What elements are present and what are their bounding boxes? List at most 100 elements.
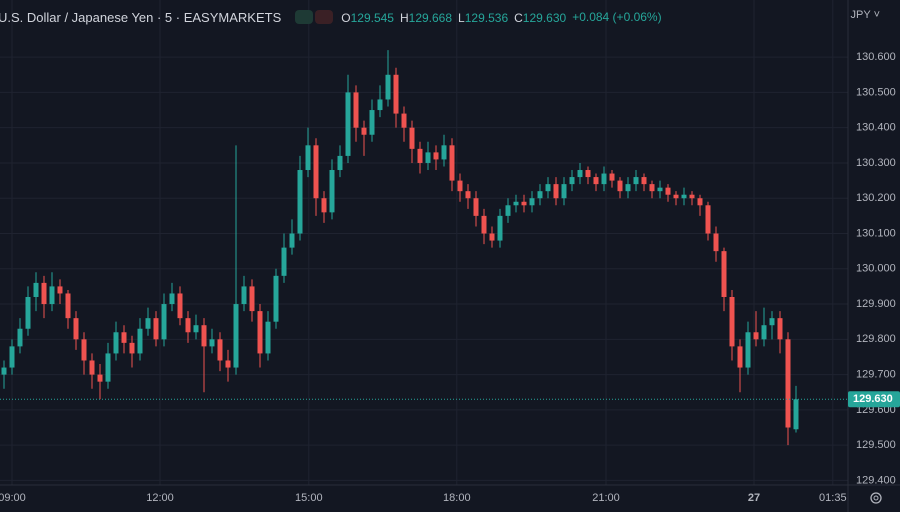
ohlc-item: L129.536 [458, 11, 508, 25]
candle-body [369, 110, 375, 135]
candle-body [585, 170, 591, 178]
ohlc-value: 129.630 [522, 10, 567, 25]
status-dot [295, 10, 314, 24]
candle-body [305, 145, 311, 171]
candle-body [129, 342, 135, 354]
candle-body [73, 318, 79, 340]
settings-icon[interactable] [870, 492, 882, 504]
status-pill[interactable] [295, 10, 334, 24]
x-tick-label: 12:00 [146, 492, 174, 504]
candle-body [633, 177, 639, 185]
candle-body [161, 304, 167, 340]
x-tick-label: 09:00 [0, 492, 26, 504]
candle-body [225, 360, 231, 368]
y-tick-label: 129.800 [856, 333, 896, 345]
candle-body [273, 275, 279, 322]
candle-body [201, 325, 207, 347]
candle-body [617, 180, 623, 192]
y-tick-label: 130.500 [856, 86, 896, 98]
ohlc-item: H129.668 [400, 11, 452, 25]
candle-body [601, 173, 607, 185]
candle-body [257, 311, 263, 354]
candle-body [537, 191, 543, 199]
candle-body [577, 170, 583, 178]
candle-body [105, 353, 111, 382]
candle-body [737, 346, 743, 368]
candle-body [729, 296, 735, 347]
candle-body [193, 325, 199, 333]
candle-body [713, 233, 719, 252]
candle-body [249, 286, 255, 312]
currency-menu[interactable]: JPY ˅ [850, 9, 880, 21]
candle-body [81, 339, 87, 361]
legend-header: U.S. Dollar / Japanese Yen · 5 · EASYMAR… [0, 7, 662, 27]
candle-body [33, 282, 39, 297]
candle-body [721, 251, 727, 297]
candle-body [337, 155, 343, 171]
candle-body [793, 399, 799, 430]
candle-body [553, 184, 559, 199]
change: +0.084 (+0.06%) [572, 10, 662, 24]
candle-body [353, 92, 359, 128]
candle-body [417, 148, 423, 163]
candle-body [121, 332, 127, 343]
candle-body [145, 318, 151, 329]
candle-body [1, 367, 7, 375]
y-tick-label: 130.100 [856, 227, 896, 239]
candle-body [665, 187, 671, 195]
candle-body [321, 198, 327, 213]
candle-body [65, 293, 71, 319]
candle-body [521, 201, 527, 206]
candle-body [345, 92, 351, 156]
candle-body [97, 374, 103, 382]
candle-body [785, 339, 791, 428]
candle-body [473, 198, 479, 216]
candle-body [281, 247, 287, 276]
candle-body [233, 304, 239, 368]
candle-body [289, 233, 295, 248]
candle-body [25, 296, 31, 329]
candle-body [561, 184, 567, 199]
candle-body [545, 184, 551, 192]
candle-body [497, 215, 503, 241]
ohlc-label: L [458, 10, 465, 25]
candle-body [377, 99, 383, 111]
candle-body [505, 205, 511, 216]
x-tick-label: 18:00 [443, 492, 471, 504]
ohlc-label: C [514, 10, 523, 25]
candle-body [625, 184, 631, 192]
candle-body [529, 198, 535, 206]
ohlc-value: 129.668 [408, 10, 453, 25]
candle-body [241, 286, 247, 305]
ohlc-item: C129.630 [514, 11, 566, 25]
candle-body [481, 215, 487, 234]
candle-body [49, 286, 55, 305]
candle-body [361, 127, 367, 135]
y-tick-label: 130.600 [856, 51, 896, 63]
candle-body [697, 198, 703, 206]
ohlc-value: 129.545 [350, 10, 394, 25]
candle-body [57, 286, 63, 294]
candle-body [705, 205, 711, 234]
candle-body [401, 113, 407, 128]
candle-body [609, 173, 615, 181]
y-tick-label: 129.900 [856, 298, 896, 310]
candle-body [137, 328, 143, 354]
settings-ring [870, 492, 882, 504]
candle-body [9, 346, 15, 368]
candle-body [185, 318, 191, 333]
ohlc-item: O129.545 [341, 11, 394, 25]
candle-body [777, 318, 783, 340]
candle-body [169, 293, 175, 305]
candle-body [217, 339, 223, 361]
candle-body [113, 332, 119, 354]
candle-body [329, 170, 335, 213]
y-tick-label: 129.700 [856, 369, 896, 381]
last-price-tag [848, 391, 900, 408]
candle-body [393, 74, 399, 114]
candle-body [457, 180, 463, 192]
candle-body [433, 152, 439, 160]
y-tick-label: 130.000 [856, 263, 896, 275]
